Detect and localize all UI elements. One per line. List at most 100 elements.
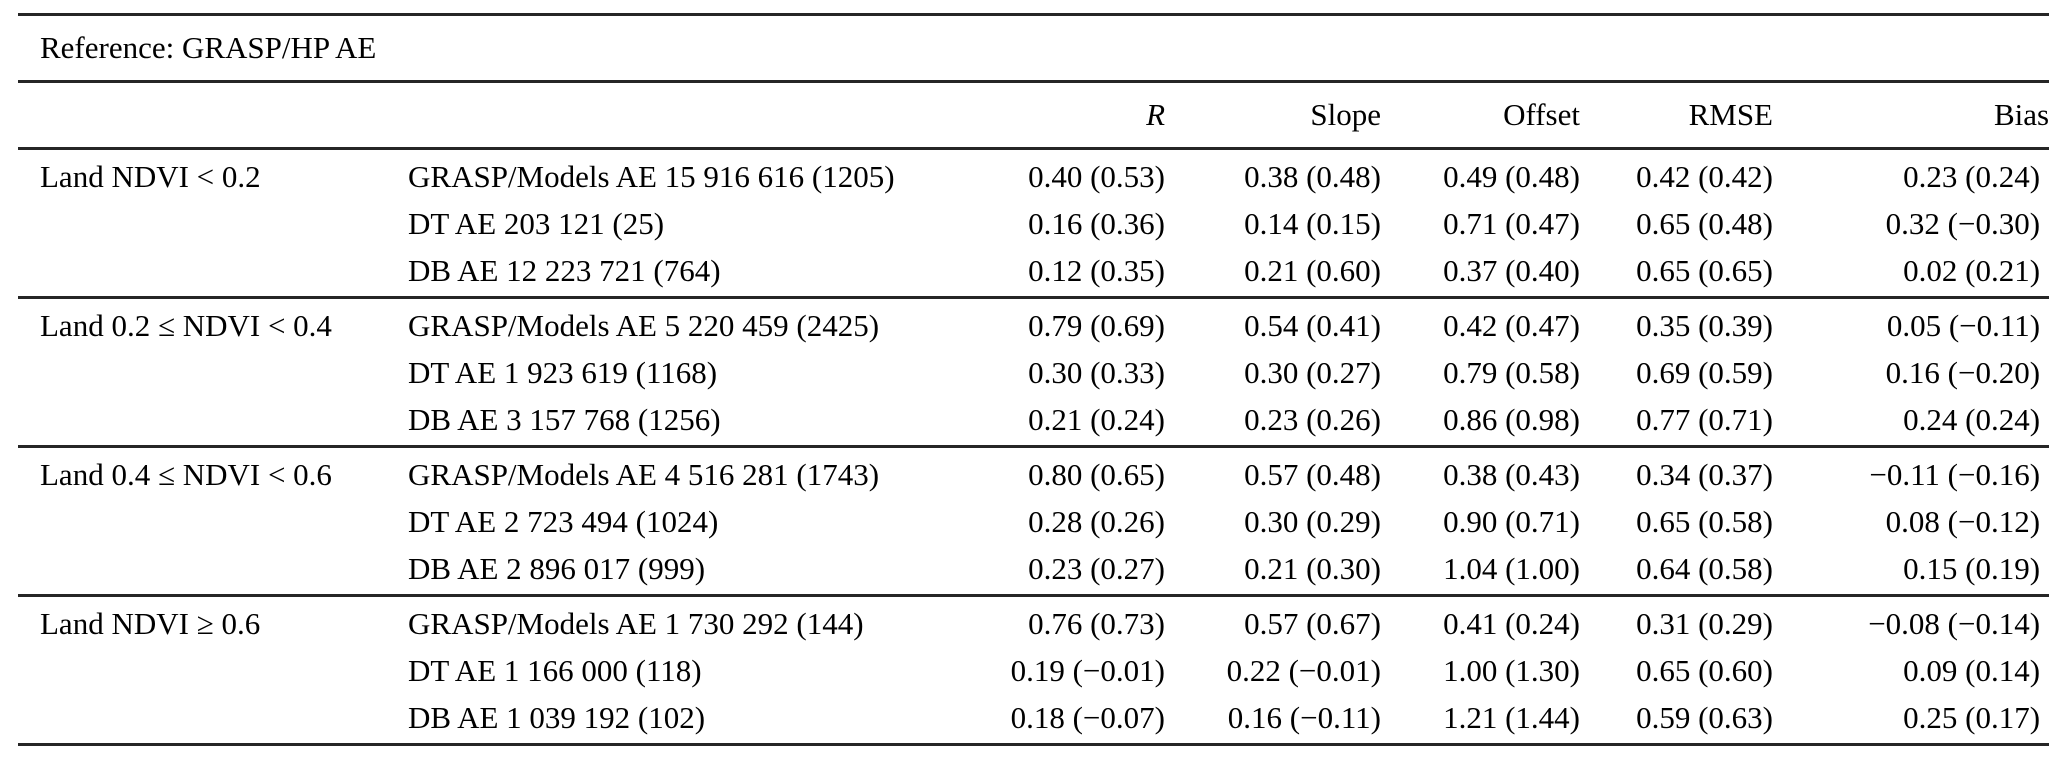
value-offset: 1.00 (1.30) [1443,653,1580,688]
value-offset: 0.90 (0.71) [1443,504,1580,539]
value-bias: 0.16 (−0.20) [1885,355,2041,390]
dataset-label: DB AE 12 223 721 (764) [408,253,721,288]
table-title-section: Reference: GRASP/HP AE R Slope Offset RM… [18,15,2050,149]
value-r: 0.80 (0.65) [1028,457,1165,492]
dataset-label: GRASP/Models AE 5 220 459 (2425) [408,308,880,343]
value-rmse: 0.77 (0.71) [1636,402,1773,437]
value-bias: −0.08 (−0.14) [1868,606,2041,641]
value-slope: 0.16 (−0.11) [1227,700,1381,735]
table-row: DT AE 1 923 619 (1168) 0.30 (0.33) 0.30 … [18,349,2049,396]
value-rmse: 0.64 (0.58) [1636,551,1773,586]
value-bias: 0.25 (0.17) [1903,700,2041,735]
value-r: 0.30 (0.33) [1028,355,1165,390]
results-table: Reference: GRASP/HP AE R Slope Offset RM… [18,13,2050,746]
value-slope: 0.22 (−0.01) [1226,653,1381,688]
value-rmse: 0.31 (0.29) [1636,606,1773,641]
value-rmse: 0.65 (0.60) [1636,653,1773,688]
value-slope: 0.57 (0.48) [1244,457,1381,492]
group-section-ndvi-ge-06: Land NDVI ≥ 0.6 GRASP/Models AE 1 730 29… [18,596,2050,745]
value-r: 0.19 (−0.01) [1010,653,1165,688]
dataset-label: DT AE 203 121 (25) [408,206,665,241]
value-r: 0.76 (0.73) [1028,606,1165,641]
col-header-offset: Offset [1503,97,1580,132]
value-slope: 0.54 (0.41) [1244,308,1381,343]
group-label: Land 0.2 ≤ NDVI < 0.4 [40,308,332,343]
table-row: DB AE 1 039 192 (102) 0.18 (−0.07) 0.16 … [18,694,2050,745]
value-bias: 0.08 (−0.12) [1885,504,2041,539]
value-offset: 0.79 (0.58) [1443,355,1580,390]
value-r: 0.16 (0.36) [1028,206,1165,241]
value-r: 0.18 (−0.07) [1010,700,1165,735]
value-offset: 1.21 (1.44) [1443,700,1580,735]
value-offset: 0.37 (0.40) [1443,253,1580,288]
value-bias: 0.05 (−0.11) [1886,308,2041,343]
value-r: 0.23 (0.27) [1028,551,1165,586]
group-label: Land 0.4 ≤ NDVI < 0.6 [40,457,332,492]
value-r: 0.79 (0.69) [1028,308,1165,343]
table-row: DB AE 2 896 017 (999) 0.23 (0.27) 0.21 (… [18,545,2050,596]
dataset-label: DB AE 3 157 768 (1256) [408,402,721,437]
value-rmse: 0.42 (0.42) [1636,159,1773,194]
value-rmse: 0.65 (0.65) [1636,253,1773,288]
value-r: 0.21 (0.24) [1028,402,1165,437]
column-header-row: R Slope Offset RMSE Bias [18,82,2050,149]
value-rmse: 0.59 (0.63) [1636,700,1773,735]
group-label: Land NDVI < 0.2 [40,159,261,194]
value-rmse: 0.65 (0.48) [1636,206,1773,241]
value-rmse: 0.65 (0.58) [1636,504,1773,539]
table-row: DT AE 1 166 000 (118) 0.19 (−0.01) 0.22 … [18,647,2049,694]
value-bias: −0.11 (−0.16) [1869,457,2041,492]
value-r: 0.28 (0.26) [1028,504,1165,539]
table-row: Land 0.4 ≤ NDVI < 0.6 GRASP/Models AE 4 … [18,447,2049,499]
table-title-row: Reference: GRASP/HP AE [18,15,2050,82]
group-section-ndvi-04-06: Land 0.4 ≤ NDVI < 0.6 GRASP/Models AE 4 … [18,447,2050,596]
table-row: DB AE 12 223 721 (764) 0.12 (0.35) 0.21 … [18,247,2050,298]
value-bias: 0.09 (0.14) [1903,653,2041,688]
dataset-label: DB AE 2 896 017 (999) [408,551,706,586]
dataset-label: DT AE 1 923 619 (1168) [408,355,718,390]
dataset-label: GRASP/Models AE 15 916 616 (1205) [408,159,895,194]
value-rmse: 0.69 (0.59) [1636,355,1773,390]
value-bias: 0.32 (−0.30) [1885,206,2041,241]
value-slope: 0.30 (0.27) [1244,355,1381,390]
value-slope: 0.30 (0.29) [1244,504,1381,539]
value-r: 0.40 (0.53) [1028,159,1165,194]
value-offset: 0.49 (0.48) [1443,159,1580,194]
value-offset: 0.41 (0.24) [1443,606,1580,641]
dataset-label: DB AE 1 039 192 (102) [408,700,706,735]
group-label: Land NDVI ≥ 0.6 [40,606,261,641]
value-slope: 0.21 (0.30) [1244,551,1381,586]
value-offset: 1.04 (1.00) [1443,551,1580,586]
group-section-ndvi-02-04: Land 0.2 ≤ NDVI < 0.4 GRASP/Models AE 5 … [18,298,2050,447]
dataset-label: DT AE 1 166 000 (118) [408,653,702,688]
value-rmse: 0.34 (0.37) [1636,457,1773,492]
value-offset: 0.38 (0.43) [1443,457,1580,492]
dataset-label: DT AE 2 723 494 (1024) [408,504,719,539]
dataset-label: GRASP/Models AE 1 730 292 (144) [408,606,864,641]
value-r: 0.12 (0.35) [1028,253,1165,288]
table-row: DT AE 203 121 (25) 0.16 (0.36) 0.14 (0.1… [18,200,2049,247]
table-row: Land NDVI ≥ 0.6 GRASP/Models AE 1 730 29… [18,596,2049,648]
table-row: Land 0.2 ≤ NDVI < 0.4 GRASP/Models AE 5 … [18,298,2049,350]
value-offset: 0.86 (0.98) [1443,402,1580,437]
value-bias: 0.23 (0.24) [1903,159,2041,194]
group-section-ndvi-lt-02: Land NDVI < 0.2 GRASP/Models AE 15 916 6… [18,149,2050,298]
value-bias: 0.24 (0.24) [1903,402,2041,437]
value-slope: 0.23 (0.26) [1244,402,1381,437]
value-bias: 0.02 (0.21) [1903,253,2041,288]
value-slope: 0.38 (0.48) [1244,159,1381,194]
table-row: DT AE 2 723 494 (1024) 0.28 (0.26) 0.30 … [18,498,2049,545]
value-slope: 0.14 (0.15) [1244,206,1381,241]
table-row: DB AE 3 157 768 (1256) 0.21 (0.24) 0.23 … [18,396,2050,447]
col-header-slope: Slope [1310,97,1381,132]
value-offset: 0.42 (0.47) [1443,308,1580,343]
value-rmse: 0.35 (0.39) [1636,308,1773,343]
value-slope: 0.57 (0.67) [1244,606,1381,641]
col-header-rmse: RMSE [1688,97,1773,132]
col-header-r: R [1146,97,1165,132]
value-offset: 0.71 (0.47) [1443,206,1580,241]
value-slope: 0.21 (0.60) [1244,253,1381,288]
table-reference-title: Reference: GRASP/HP AE [40,30,377,65]
col-header-bias: Bias [1993,97,2050,132]
dataset-label: GRASP/Models AE 4 516 281 (1743) [408,457,880,492]
